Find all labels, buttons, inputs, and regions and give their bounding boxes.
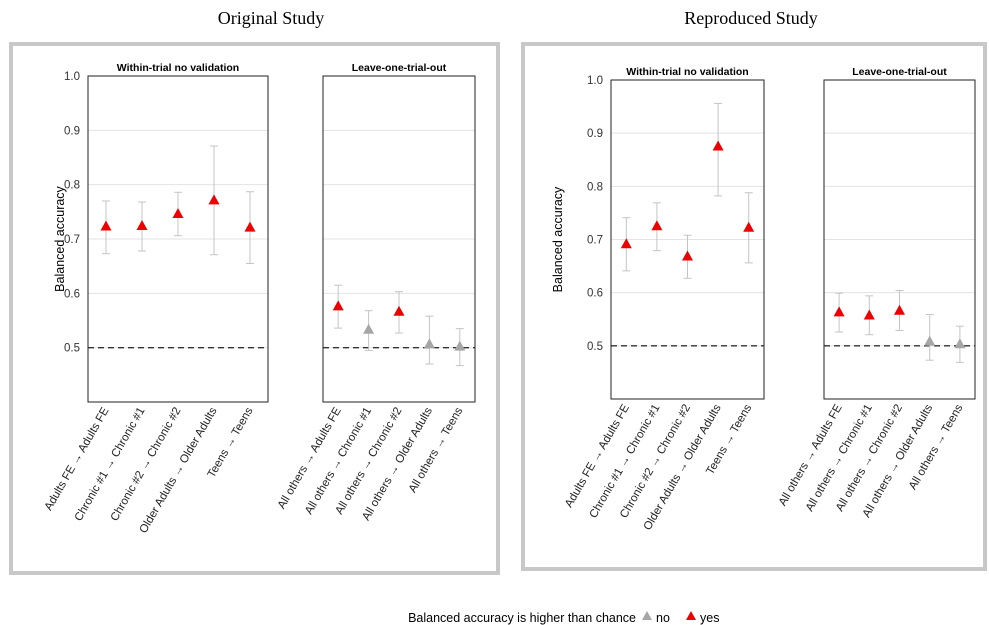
data-point <box>393 305 405 316</box>
y-tick-label: 0.5 <box>64 343 80 355</box>
panel-title: Within-trial no validation <box>626 66 748 78</box>
legend-no-label: no <box>656 611 670 625</box>
x-tick-label: All others → Teens <box>407 405 466 495</box>
y-tick-label: 0.6 <box>587 288 603 300</box>
x-tick-label: Adults FE → Adults FE <box>43 405 112 513</box>
y-tick-label: 1.0 <box>64 71 80 83</box>
data-point <box>712 140 724 151</box>
data-point <box>100 220 112 231</box>
data-point <box>620 238 632 249</box>
data-point <box>682 250 693 261</box>
panel-border <box>87 75 269 403</box>
data-point <box>651 220 663 231</box>
legend-yes-label: yes <box>700 611 719 625</box>
panel-title: Leave-one-trial-out <box>352 62 447 74</box>
data-point <box>172 208 184 219</box>
legend-yes-marker <box>686 611 696 620</box>
original-study-title: Original Study <box>218 8 325 28</box>
panel-border <box>823 79 976 400</box>
data-point <box>208 194 220 205</box>
y-tick-label: 0.5 <box>587 341 603 353</box>
data-point <box>833 306 845 317</box>
reproduced-study-frame <box>521 42 987 571</box>
data-point <box>743 221 755 232</box>
panel-title: Leave-one-trial-out <box>852 66 947 78</box>
data-point <box>423 338 435 349</box>
y-tick-label: 0.9 <box>64 125 80 137</box>
panel-border <box>322 75 476 403</box>
panel-title: Within-trial no validation <box>117 62 239 74</box>
data-point <box>244 221 256 232</box>
data-point <box>332 300 344 311</box>
legend: Balanced accuracy is higher than chance … <box>408 611 719 625</box>
panel-0: Within-trial no validation 0.5 0.6 0.7 0.8 0.… <box>563 66 765 533</box>
data-point <box>924 335 936 346</box>
original-study-frame <box>9 42 500 575</box>
x-tick-label: All others → Teens <box>907 402 966 492</box>
x-tick-label: Chronic #2 → Chronic #2 <box>109 406 184 524</box>
data-point <box>894 304 905 315</box>
y-tick-label: 0.6 <box>64 288 80 300</box>
data-point <box>954 338 966 349</box>
y-tick-label: 0.8 <box>587 181 603 193</box>
data-point <box>136 219 148 230</box>
y-tick-label: 0.8 <box>64 180 80 192</box>
panel-0: Within-trial no validation 0.5 0.6 0.7 0.8 0.… <box>43 62 269 536</box>
y-axis-title: Balanced accuracy <box>551 186 565 292</box>
x-tick-label: Chronic #1 → Chronic #1 <box>73 406 148 524</box>
panel-border <box>610 79 765 400</box>
legend-title: Balanced accuracy is higher than chance <box>408 611 636 625</box>
reproduced-study-title: Reproduced Study <box>684 8 817 28</box>
y-tick-label: 1.0 <box>587 75 603 87</box>
y-tick-label: 0.7 <box>64 234 80 246</box>
legend-no-marker <box>642 611 652 620</box>
data-point <box>363 323 375 334</box>
data-point <box>454 340 466 351</box>
data-point <box>863 309 875 320</box>
y-tick-label: 0.9 <box>587 128 603 140</box>
y-axis-title: Balanced accuracy <box>53 185 67 291</box>
y-tick-label: 0.7 <box>587 235 603 247</box>
